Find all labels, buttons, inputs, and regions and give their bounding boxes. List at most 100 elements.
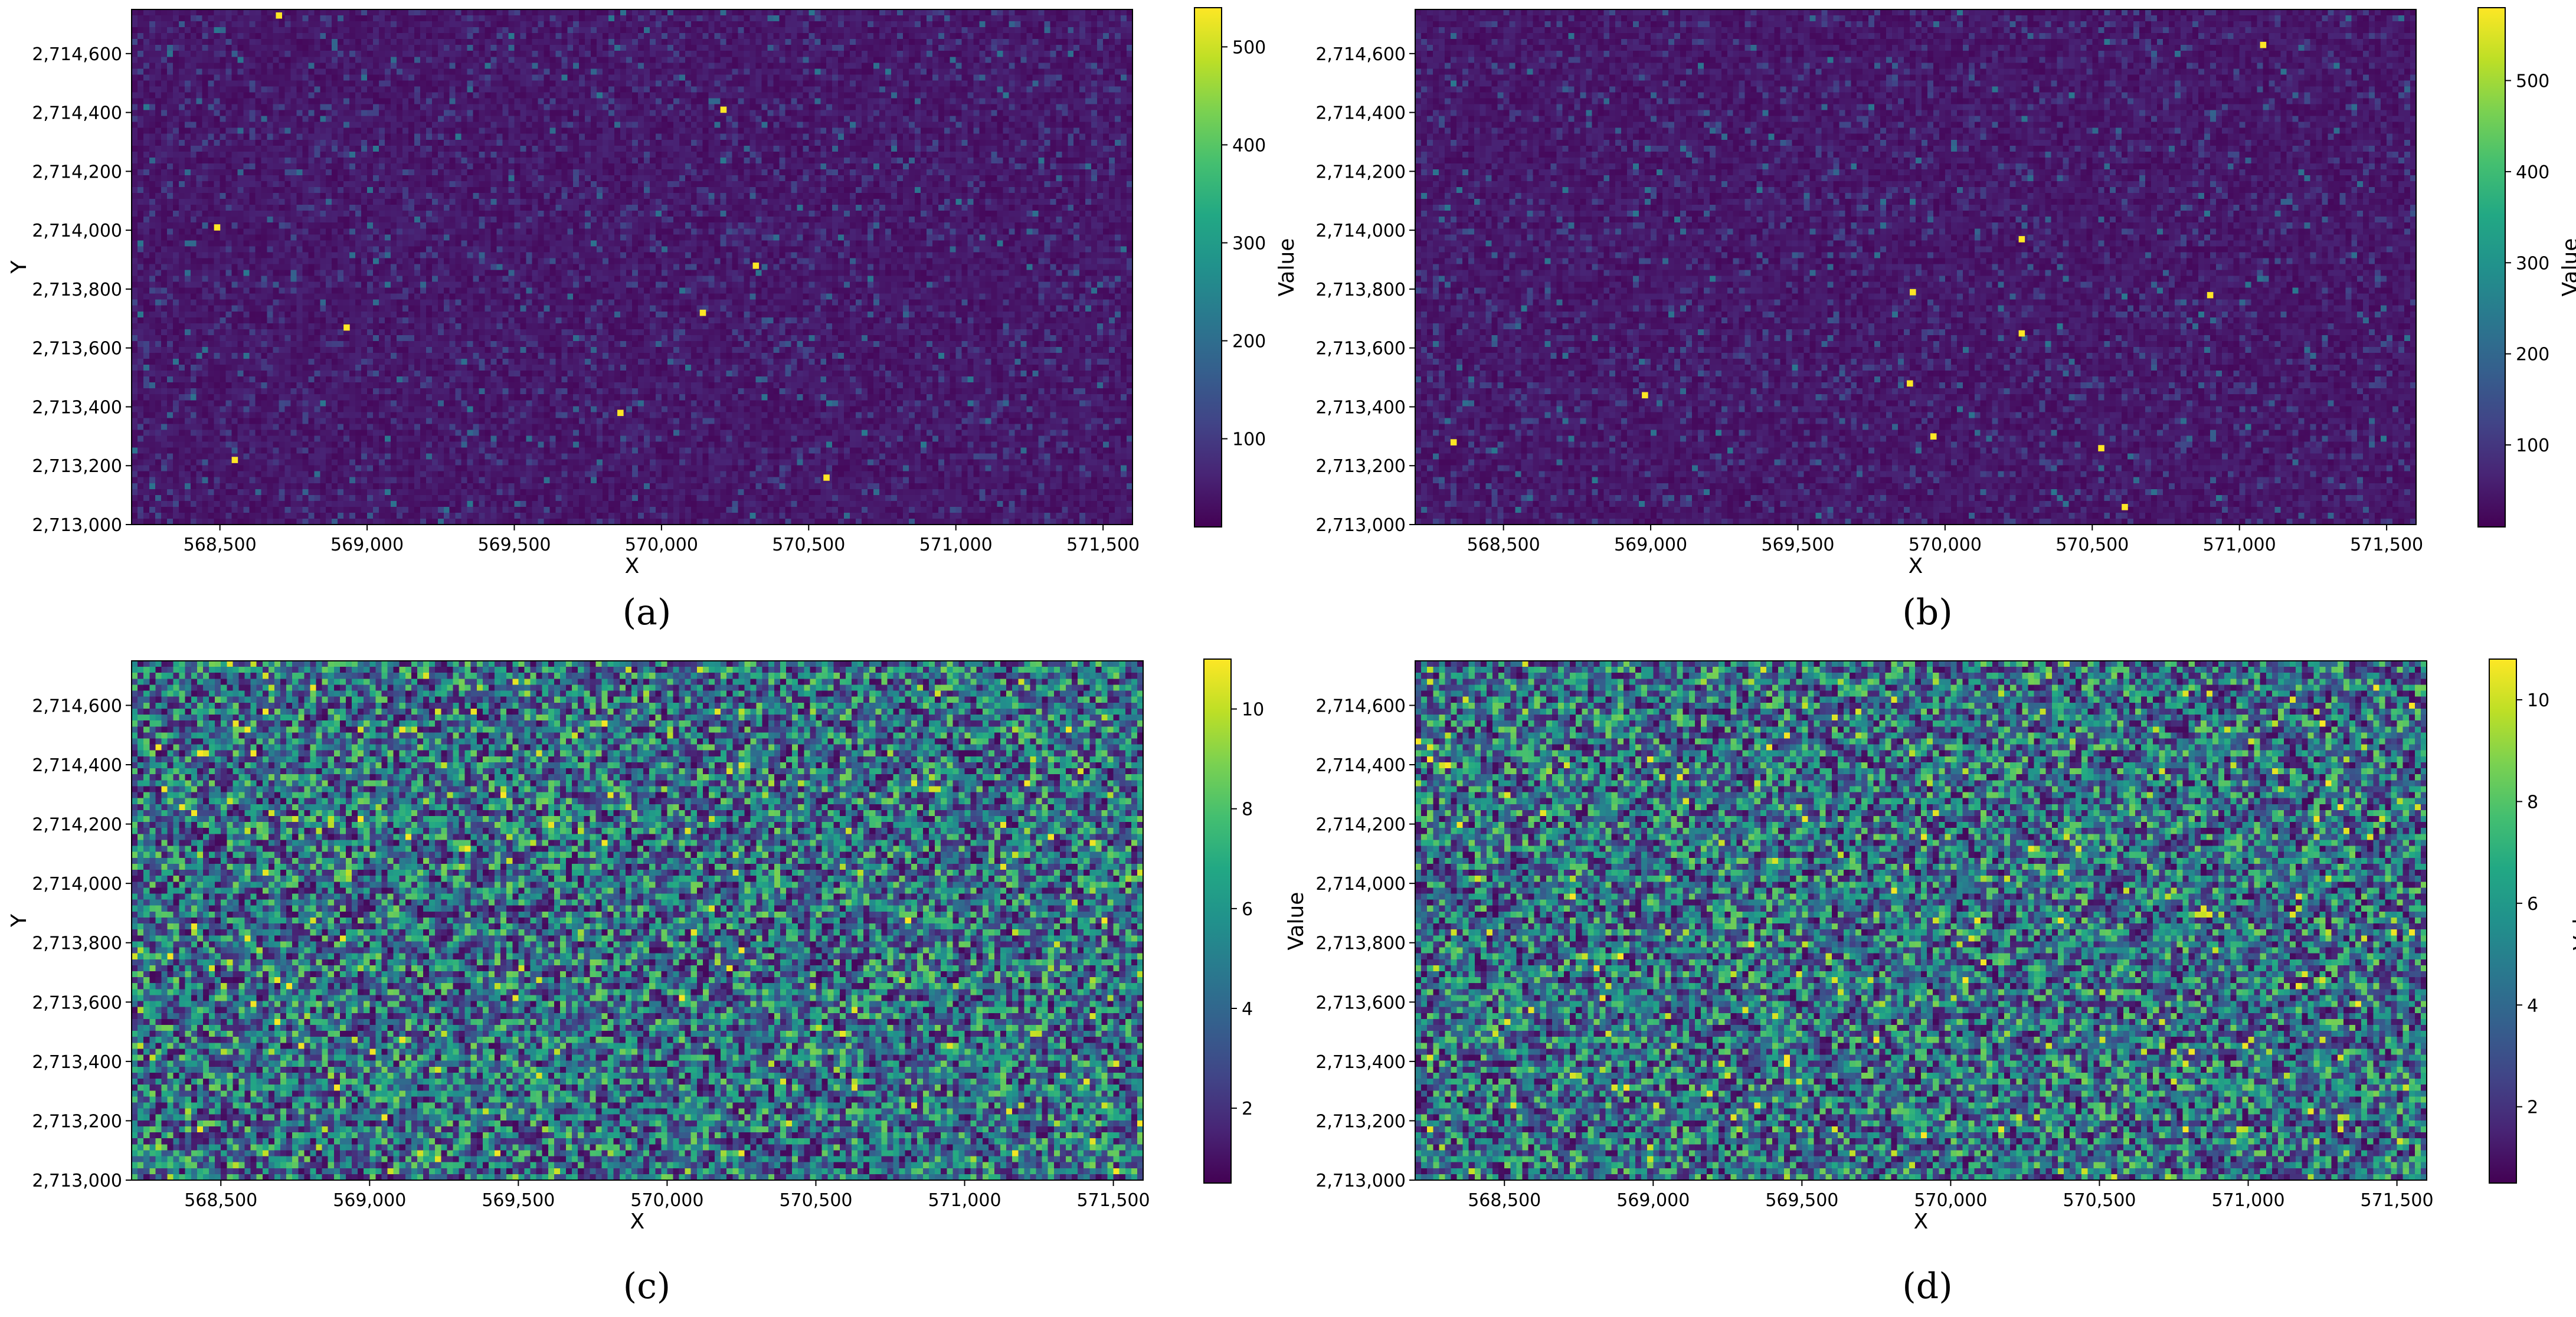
heatmap-cell [402, 63, 409, 69]
heatmap-cell [1073, 68, 1080, 75]
heatmap-cell [561, 63, 568, 69]
heatmap-cell [567, 68, 574, 75]
heatmap-cell [138, 86, 144, 93]
heatmap-cell [479, 68, 486, 75]
heatmap-cell [432, 39, 438, 45]
heatmap-cell [385, 51, 391, 57]
heatmap-cell [826, 63, 833, 69]
heatmap-cell [461, 33, 468, 40]
heatmap-cell [302, 45, 309, 51]
heatmap-cell [697, 27, 703, 34]
heatmap-cell [809, 63, 815, 69]
heatmap-cell [773, 80, 780, 87]
heatmap-cell [402, 15, 409, 22]
heatmap-cell [273, 33, 279, 40]
heatmap-cell [185, 86, 191, 93]
heatmap-cell [673, 9, 680, 16]
heatmap-cell [450, 80, 456, 87]
heatmap-cell [232, 45, 238, 51]
heatmap-cell [426, 57, 433, 63]
heatmap-cell [797, 33, 803, 40]
heatmap-cell [173, 21, 179, 28]
heatmap-cell [797, 27, 803, 34]
heatmap-cell [308, 51, 315, 57]
heatmap-cell [279, 21, 285, 28]
heatmap-cell [379, 21, 385, 28]
heatmap-cell [1085, 21, 1092, 28]
heatmap-cell [691, 39, 698, 45]
heatmap-cell [1091, 27, 1098, 34]
heatmap-cell [302, 80, 309, 87]
heatmap-cell [997, 63, 1004, 69]
heatmap-cell [767, 9, 774, 16]
heatmap-cell [761, 86, 768, 93]
heatmap-cell [450, 39, 456, 45]
heatmap-cell [691, 86, 698, 93]
heatmap-cell [1079, 51, 1086, 57]
heatmap-cell [585, 80, 591, 87]
heatmap-cell [685, 21, 692, 28]
heatmap-cell [420, 33, 427, 40]
heatmap-cell [1073, 45, 1080, 51]
heatmap-cell [149, 15, 156, 22]
heatmap-cell [844, 86, 850, 93]
heatmap-cell [343, 80, 350, 87]
heatmap-cell [862, 33, 868, 40]
heatmap-cell [273, 27, 279, 34]
heatmap-cell [450, 63, 456, 69]
heatmap-cell [238, 63, 244, 69]
heatmap-cell [567, 51, 574, 57]
heatmap-cell [391, 15, 397, 22]
heatmap-cell [373, 51, 379, 57]
heatmap-cell [756, 9, 762, 16]
heatmap-cell [284, 80, 291, 87]
heatmap-cell [814, 86, 821, 93]
heatmap-cell [614, 15, 621, 22]
heatmap-cell [232, 86, 238, 93]
heatmap-cell [650, 80, 656, 87]
heatmap-cell [726, 27, 733, 34]
heatmap-cell [290, 27, 297, 34]
heatmap-cell [179, 21, 185, 28]
heatmap-cell [261, 51, 267, 57]
heatmap-cell [1085, 39, 1092, 45]
heatmap-cell [1020, 9, 1027, 16]
heatmap-cell [785, 33, 791, 40]
heatmap-cell [826, 39, 833, 45]
heatmap-cell [761, 68, 768, 75]
heatmap-cell [650, 9, 656, 16]
heatmap-cell [597, 15, 603, 22]
heatmap-cell [997, 21, 1004, 28]
heatmap-cell [732, 39, 739, 45]
heatmap-cell [402, 27, 409, 34]
heatmap-cell [261, 80, 267, 87]
heatmap-cell [685, 51, 692, 57]
heatmap-cell [638, 51, 644, 57]
heatmap-cell [208, 9, 215, 16]
heatmap-cell [532, 45, 538, 51]
heatmap-cell [549, 80, 556, 87]
heatmap-cell [667, 15, 674, 22]
heatmap-cell [962, 9, 968, 16]
heatmap-cell [614, 74, 621, 81]
heatmap-cell [738, 15, 745, 22]
heatmap-cell [721, 9, 727, 16]
heatmap-cell [573, 39, 580, 45]
heatmap-cell [284, 51, 291, 57]
heatmap-cell [879, 63, 886, 69]
heatmap-cell [909, 27, 915, 34]
heatmap-cell [208, 51, 215, 57]
heatmap-cell [738, 68, 745, 75]
heatmap-cell [767, 45, 774, 51]
heatmap-cell [391, 39, 397, 45]
heatmap-cell [950, 33, 957, 40]
heatmap-cell [626, 86, 633, 93]
heatmap-cell [944, 45, 951, 51]
heatmap-cell [632, 68, 639, 75]
heatmap-cell [938, 9, 945, 16]
heatmap-cell [397, 68, 403, 75]
heatmap-cell [868, 9, 874, 16]
heatmap-cell [549, 63, 556, 69]
heatmap-cell [897, 86, 904, 93]
heatmap-cell [891, 63, 898, 69]
